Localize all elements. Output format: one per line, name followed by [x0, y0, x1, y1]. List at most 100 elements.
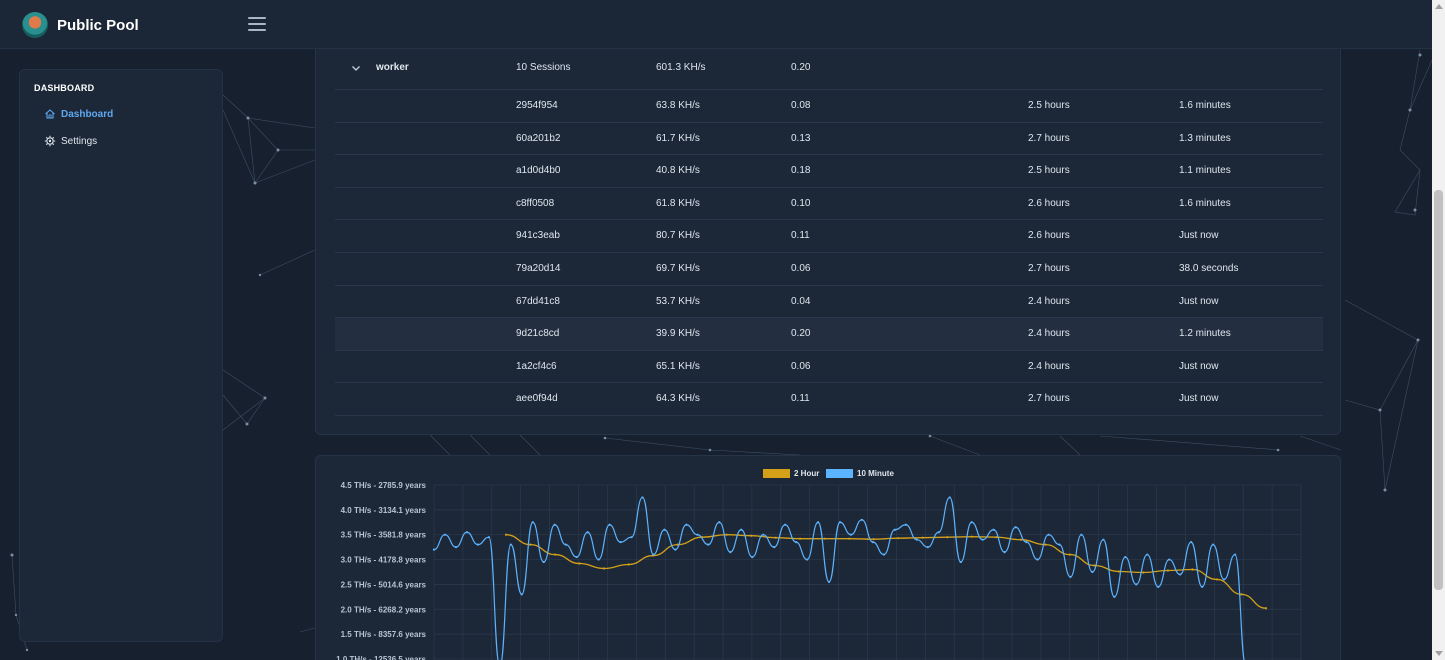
- data-point: [531, 521, 534, 524]
- data-point: [1003, 550, 1006, 554]
- data-point: [602, 567, 606, 570]
- sidebar-item-dashboard[interactable]: Dashboard: [44, 108, 113, 120]
- session-difficulty: 0.18: [791, 165, 811, 177]
- data-point: [432, 548, 436, 551]
- legend-swatch: [826, 469, 853, 478]
- data-point: [1215, 578, 1219, 581]
- data-point: [1146, 553, 1149, 556]
- data-point: [1019, 538, 1022, 541]
- session-last-seen: 1.6 minutes: [1179, 100, 1231, 111]
- chevron-down-icon[interactable]: [351, 63, 361, 73]
- table-row[interactable]: 9d21c8cd 39.9 KH/s 0.20 2.4 hours 1.2 minute…: [335, 318, 1323, 351]
- table-row[interactable]: 67dd41c8 53.7 KH/s 0.04 2.4 hours Just now: [335, 286, 1323, 319]
- data-point: [641, 496, 644, 499]
- data-point: [465, 531, 469, 534]
- y-tick-label: 4.5 TH/s - 2785.9 years: [341, 481, 427, 490]
- session-uptime: 2.5 hours: [1028, 100, 1070, 111]
- worker-name: worker: [376, 62, 409, 73]
- data-point: [751, 555, 754, 559]
- session-id: 2954f954: [516, 100, 558, 111]
- session-id: 60a201b2: [516, 132, 561, 144]
- session-id: 941c3eab: [516, 230, 560, 242]
- data-point: [509, 543, 512, 546]
- data-point: [1047, 533, 1050, 536]
- session-difficulty: 0.11: [791, 393, 810, 405]
- session-id: aee0f94d: [516, 393, 558, 405]
- page-scrollbar[interactable]: [1432, 0, 1445, 660]
- data-point: [1058, 543, 1061, 546]
- sidebar-item-settings[interactable]: Settings: [44, 135, 97, 147]
- table-row[interactable]: a1d0d4b0 40.8 KH/s 0.18 2.5 hours 1.1 minute…: [335, 155, 1323, 188]
- data-point: [578, 562, 581, 565]
- series-line: [433, 496, 1245, 660]
- data-point: [1093, 564, 1096, 567]
- session-uptime: 2.7 hours: [1028, 393, 1070, 405]
- data-point: [1036, 558, 1039, 561]
- data-point: [564, 543, 567, 546]
- legend-label[interactable]: 10 Minute: [857, 469, 894, 478]
- data-point: [992, 528, 995, 531]
- data-point: [948, 496, 951, 499]
- session-last-seen: Just now: [1179, 295, 1219, 307]
- session-uptime: 2.5 hours: [1028, 165, 1070, 177]
- session-hashrate: 61.8 KH/s: [656, 197, 700, 209]
- data-point: [882, 553, 885, 556]
- table-row[interactable]: 79a20d14 69.7 KH/s 0.06 2.7 hours 38.0 secon…: [335, 253, 1323, 286]
- data-point: [685, 523, 688, 526]
- data-point: [1069, 575, 1072, 579]
- pool-logo-icon[interactable]: [22, 12, 48, 38]
- y-tick-label: 3.5 TH/s - 3581.8 years: [341, 531, 427, 540]
- table-row[interactable]: 60a201b2 61.7 KH/s 0.13 2.7 hours 1.3 minute…: [335, 123, 1323, 156]
- data-point: [443, 533, 447, 536]
- session-id: 9d21c8cd: [516, 328, 560, 340]
- scrollbar-thumb[interactable]: [1434, 190, 1443, 590]
- data-point: [627, 563, 630, 566]
- data-point: [1091, 570, 1094, 574]
- table-row[interactable]: 2954f954 63.8 KH/s 0.08 2.5 hours 1.6 minute…: [335, 90, 1323, 123]
- session-hashrate: 40.8 KH/s: [656, 165, 700, 177]
- session-hashrate: 53.7 KH/s: [656, 295, 700, 307]
- legend-swatch: [763, 469, 790, 478]
- data-point: [542, 560, 545, 564]
- data-point: [893, 528, 896, 531]
- y-tick-label: 4.0 TH/s - 3134.1 years: [341, 506, 427, 515]
- legend-label[interactable]: 2 Hour: [794, 469, 819, 478]
- data-point: [1102, 538, 1105, 541]
- data-point: [773, 546, 776, 549]
- scroll-up-icon[interactable]: [1435, 4, 1443, 9]
- session-id: 1a2cf4c6: [516, 360, 557, 372]
- data-point: [1157, 585, 1160, 588]
- sidebar: DASHBOARD Dashboard Settings: [19, 69, 223, 642]
- hashrate-chart: 4.5 TH/s - 2785.9 years 4.0 TH/s - 3134.1…: [336, 469, 1302, 660]
- session-uptime: 2.7 hours: [1028, 263, 1070, 274]
- data-point: [1124, 555, 1127, 559]
- data-point: [981, 538, 984, 541]
- data-point: [1117, 570, 1121, 573]
- data-point: [608, 523, 611, 526]
- table-row[interactable]: 941c3eab 80.7 KH/s 0.11 2.6 hours Just now: [335, 220, 1323, 253]
- data-point: [774, 536, 777, 539]
- brand-title[interactable]: Public Pool: [57, 17, 139, 34]
- data-point: [799, 537, 802, 540]
- series-line: [505, 534, 1267, 609]
- table-row[interactable]: 1a2cf4c6 65.1 KH/s 0.06 2.4 hours Just now: [335, 351, 1323, 384]
- session-last-seen: Just now: [1179, 360, 1219, 372]
- top-bar: Public Pool: [0, 0, 1432, 49]
- data-point: [1080, 533, 1083, 536]
- data-point: [750, 534, 753, 537]
- table-row[interactable]: aee0f94d 64.3 KH/s 0.11 2.7 hours Just now: [335, 383, 1323, 416]
- data-point: [1135, 583, 1138, 586]
- table-row[interactable]: c8ff0508 61.8 KH/s 0.10 2.6 hours 1.6 minute…: [335, 188, 1323, 221]
- data-point: [652, 553, 655, 556]
- scroll-down-icon[interactable]: [1435, 651, 1443, 656]
- worker-group-row[interactable]: worker 10 Sessions 601.3 KH/s 0.20: [335, 50, 1323, 90]
- session-hashrate: 65.1 KH/s: [656, 360, 700, 372]
- data-point: [805, 558, 809, 561]
- data-point: [946, 536, 949, 539]
- session-difficulty: 0.10: [791, 197, 811, 209]
- hamburger-icon[interactable]: [248, 17, 266, 33]
- data-point: [553, 553, 557, 556]
- session-id: a1d0d4b0: [516, 165, 561, 177]
- session-id: 67dd41c8: [516, 295, 560, 307]
